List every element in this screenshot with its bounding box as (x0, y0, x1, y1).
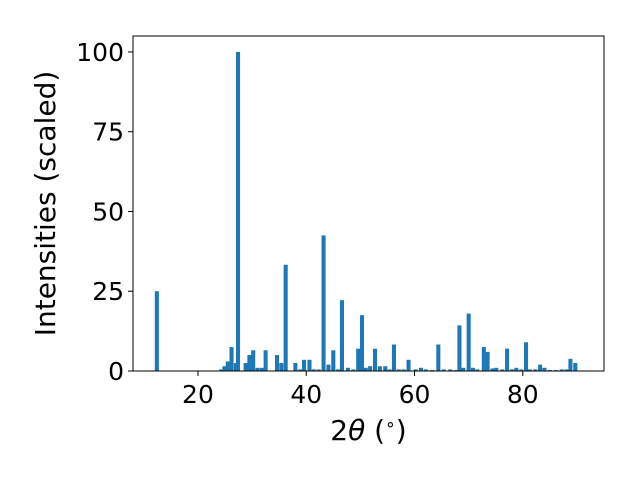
bar (331, 350, 336, 371)
bar (356, 348, 361, 371)
bar (406, 359, 411, 371)
bar (505, 348, 510, 371)
bar (311, 369, 316, 371)
x-tick-label: 80 (507, 380, 539, 409)
bar (494, 367, 499, 371)
bar (247, 355, 252, 371)
bar (336, 369, 341, 371)
y-tick-label: 0 (108, 357, 124, 386)
bar (222, 366, 227, 371)
x-axis-label-open: ( (365, 414, 385, 447)
x-axis-label-close: ) (396, 414, 407, 447)
bar (243, 363, 248, 371)
bar (533, 369, 538, 371)
bar (225, 361, 230, 371)
bar (475, 369, 480, 371)
bar (568, 358, 573, 371)
bars-group (154, 51, 578, 371)
bar (274, 355, 280, 371)
bar (293, 363, 298, 371)
bar (542, 367, 547, 371)
bar (326, 364, 331, 371)
bar (519, 369, 524, 371)
bar (418, 367, 424, 371)
bar (219, 369, 224, 371)
bar (255, 367, 260, 371)
bar (538, 364, 543, 371)
y-tick-label: 50 (92, 197, 124, 226)
bar (436, 344, 441, 371)
y-tick-label: 25 (92, 277, 124, 306)
x-axis-label-degree: ∘ (385, 415, 396, 435)
bar (573, 363, 578, 371)
x-axis-label: 2θ (∘) (330, 414, 406, 447)
bar (351, 369, 356, 371)
y-axis-ticks: 0 25 50 75 100 (76, 38, 133, 386)
bar (423, 369, 428, 371)
bar (372, 348, 378, 371)
x-tick-label: 20 (182, 380, 214, 409)
x-tick-label: 60 (399, 380, 431, 409)
bar (396, 369, 401, 371)
bar (229, 347, 234, 371)
bar (263, 350, 268, 371)
bar (377, 366, 382, 371)
bar (283, 264, 288, 371)
bar (401, 369, 406, 371)
bar (298, 369, 303, 371)
bar (527, 369, 532, 371)
bar (307, 359, 312, 371)
y-tick-label: 75 (92, 118, 124, 147)
bar (514, 367, 519, 371)
bar (345, 367, 350, 371)
bar (485, 351, 490, 371)
bar (500, 369, 505, 371)
bar (524, 342, 529, 371)
bar (470, 367, 476, 371)
x-tick-label: 40 (290, 380, 322, 409)
bar (461, 367, 466, 371)
bar (564, 369, 569, 371)
x-axis-ticks: 20 40 60 80 (182, 371, 539, 409)
bar (391, 344, 396, 371)
bar (509, 369, 514, 371)
bar (302, 359, 307, 371)
bar (368, 366, 373, 371)
bar (359, 315, 365, 371)
bar (321, 235, 326, 371)
bar (441, 369, 446, 371)
bar (279, 363, 284, 371)
bar (383, 366, 388, 371)
bar (363, 367, 368, 371)
plot-frame (132, 35, 605, 372)
bar (316, 369, 321, 371)
x-axis-label-symbol: θ (348, 414, 365, 447)
bar (236, 51, 241, 371)
x-axis-label-prefix: 2 (330, 414, 348, 447)
bar (259, 367, 264, 371)
bar (481, 347, 486, 371)
bar (559, 369, 564, 371)
bar (154, 291, 159, 371)
bar (490, 368, 495, 371)
y-tick-label: 100 (76, 38, 124, 67)
bar (457, 325, 462, 371)
bar (413, 369, 418, 371)
bar (448, 369, 453, 371)
bar (251, 350, 256, 371)
bar (339, 300, 344, 371)
bar (466, 313, 471, 371)
bar (233, 363, 238, 371)
y-axis-label: Intensities (scaled) (29, 71, 62, 337)
bar (387, 369, 392, 371)
